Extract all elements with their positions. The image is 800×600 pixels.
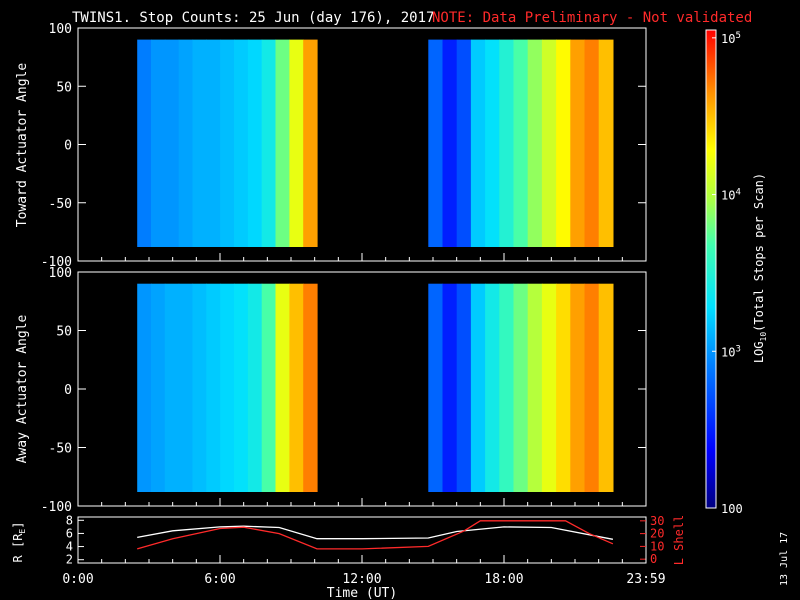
x-tick-label: 23:59 — [626, 572, 665, 587]
heatmap-column — [234, 283, 249, 492]
colorbar-tick-label: 104 — [721, 188, 741, 203]
heatmap-column — [289, 39, 304, 247]
heatmap-column — [164, 283, 180, 492]
l-shell-tick-label: 10 — [650, 539, 664, 553]
heatmap-column — [275, 39, 290, 247]
heatmap-column — [499, 39, 515, 247]
x-tick-label: 18:00 — [484, 572, 523, 587]
heatmap-column — [428, 39, 444, 247]
heatmap-column — [570, 39, 586, 247]
r-axis-label: R [RE] — [11, 522, 27, 563]
heatmap-column — [192, 39, 207, 247]
heatmap-column — [151, 39, 166, 247]
heatmap-column — [556, 283, 571, 492]
heatmap-column — [485, 39, 500, 247]
away-panel: 100 50 0 -50 -100 Away Actuator Angle — [15, 266, 647, 515]
heatmap-column — [192, 283, 207, 492]
heatmap-column — [247, 39, 263, 247]
heatmap-column — [598, 283, 614, 492]
y-tick-label: -50 — [49, 442, 72, 457]
r-tick-label: 8 — [66, 513, 73, 527]
heatmap-column — [485, 283, 500, 492]
heatmap-column — [513, 283, 529, 492]
heatmap-column — [220, 39, 235, 247]
heatmap-column — [499, 283, 515, 492]
r-tick-label: 2 — [66, 553, 73, 567]
away-y-axis-label: Away Actuator Angle — [15, 314, 30, 463]
heatmap-column — [234, 39, 249, 247]
heatmap-column — [206, 39, 221, 247]
r-tick-label: 4 — [66, 540, 73, 554]
heatmap-column — [584, 283, 600, 492]
y-tick-label: 50 — [56, 80, 72, 95]
heatmap-column — [261, 283, 277, 492]
r-line — [137, 525, 614, 540]
heatmap-column — [206, 283, 221, 492]
r-tick-label: 6 — [66, 526, 73, 540]
heatmap-column — [428, 283, 444, 492]
heatmap-column — [303, 39, 318, 247]
y-tick-label: 0 — [64, 383, 72, 398]
heatmap-column — [442, 283, 458, 492]
colorbar-tick-label: 100 — [721, 502, 743, 516]
toward-y-axis-label: Toward Actuator Angle — [15, 63, 30, 228]
heatmap-column — [513, 39, 529, 247]
y-tick-label: -100 — [41, 255, 72, 270]
heatmap-column — [456, 39, 472, 247]
y-tick-label: -50 — [49, 197, 72, 212]
l-shell-line — [137, 520, 614, 550]
heatmap-column — [442, 39, 458, 247]
heatmap-column — [470, 283, 486, 492]
heatmap-column — [178, 39, 194, 247]
heatmap-column — [303, 283, 318, 492]
heatmap-column — [527, 283, 543, 492]
y-tick-label: 100 — [49, 266, 72, 281]
heatmap-column — [137, 39, 152, 247]
data-note: NOTE: Data Preliminary - Not validated — [432, 10, 752, 26]
heatmap-column — [598, 39, 614, 247]
colorbar-tick-label: 103 — [721, 344, 741, 359]
heatmap-column — [164, 39, 180, 247]
heatmap-column — [527, 39, 543, 247]
heatmap-column — [541, 283, 557, 492]
l-shell-tick-label: 30 — [650, 514, 664, 528]
colorbar-tick-label: 105 — [721, 31, 741, 46]
y-tick-label: 0 — [64, 139, 72, 154]
chart-title: TWINS1. Stop Counts: 25 Jun (day 176), 2… — [72, 10, 434, 26]
colorbar: 105 104 103 100 LOG10(Total Stops per Scan) — [705, 29, 768, 516]
heatmap-column — [570, 283, 586, 492]
y-tick-label: 50 — [56, 325, 72, 340]
colorbar-gradient — [705, 29, 717, 509]
toward-panel: 100 50 0 -50 -100 Toward Actuator Angle — [15, 22, 647, 270]
heatmap-column — [247, 283, 263, 492]
heatmap-column — [220, 283, 235, 492]
heatmap-column — [151, 283, 166, 492]
heatmap-column — [584, 39, 600, 247]
heatmap-column — [470, 39, 486, 247]
heatmap-column — [456, 283, 472, 492]
heatmap-column — [275, 283, 290, 492]
y-tick-label: 100 — [49, 22, 72, 37]
x-tick-label: 6:00 — [204, 572, 235, 587]
heatmap-column — [289, 283, 304, 492]
colorbar-label: LOG10(Total Stops per Scan) — [752, 173, 768, 363]
heatmap-column — [556, 39, 571, 247]
date-stamp: 13 Jul 17 — [779, 532, 790, 586]
heatmap-column — [137, 283, 152, 492]
heatmap-column — [541, 39, 557, 247]
l-shell-axis-label: L Shell — [672, 515, 686, 566]
x-tick-label: 12:00 — [342, 572, 381, 587]
time-axis-label: Time (UT) — [327, 586, 397, 600]
heatmap-column — [178, 283, 194, 492]
y-tick-label: -100 — [41, 500, 72, 515]
l-shell-tick-label: 20 — [650, 527, 664, 541]
l-shell-tick-label: 0 — [650, 552, 657, 566]
x-tick-label: 0:00 — [62, 572, 93, 587]
heatmap-column — [261, 39, 277, 247]
